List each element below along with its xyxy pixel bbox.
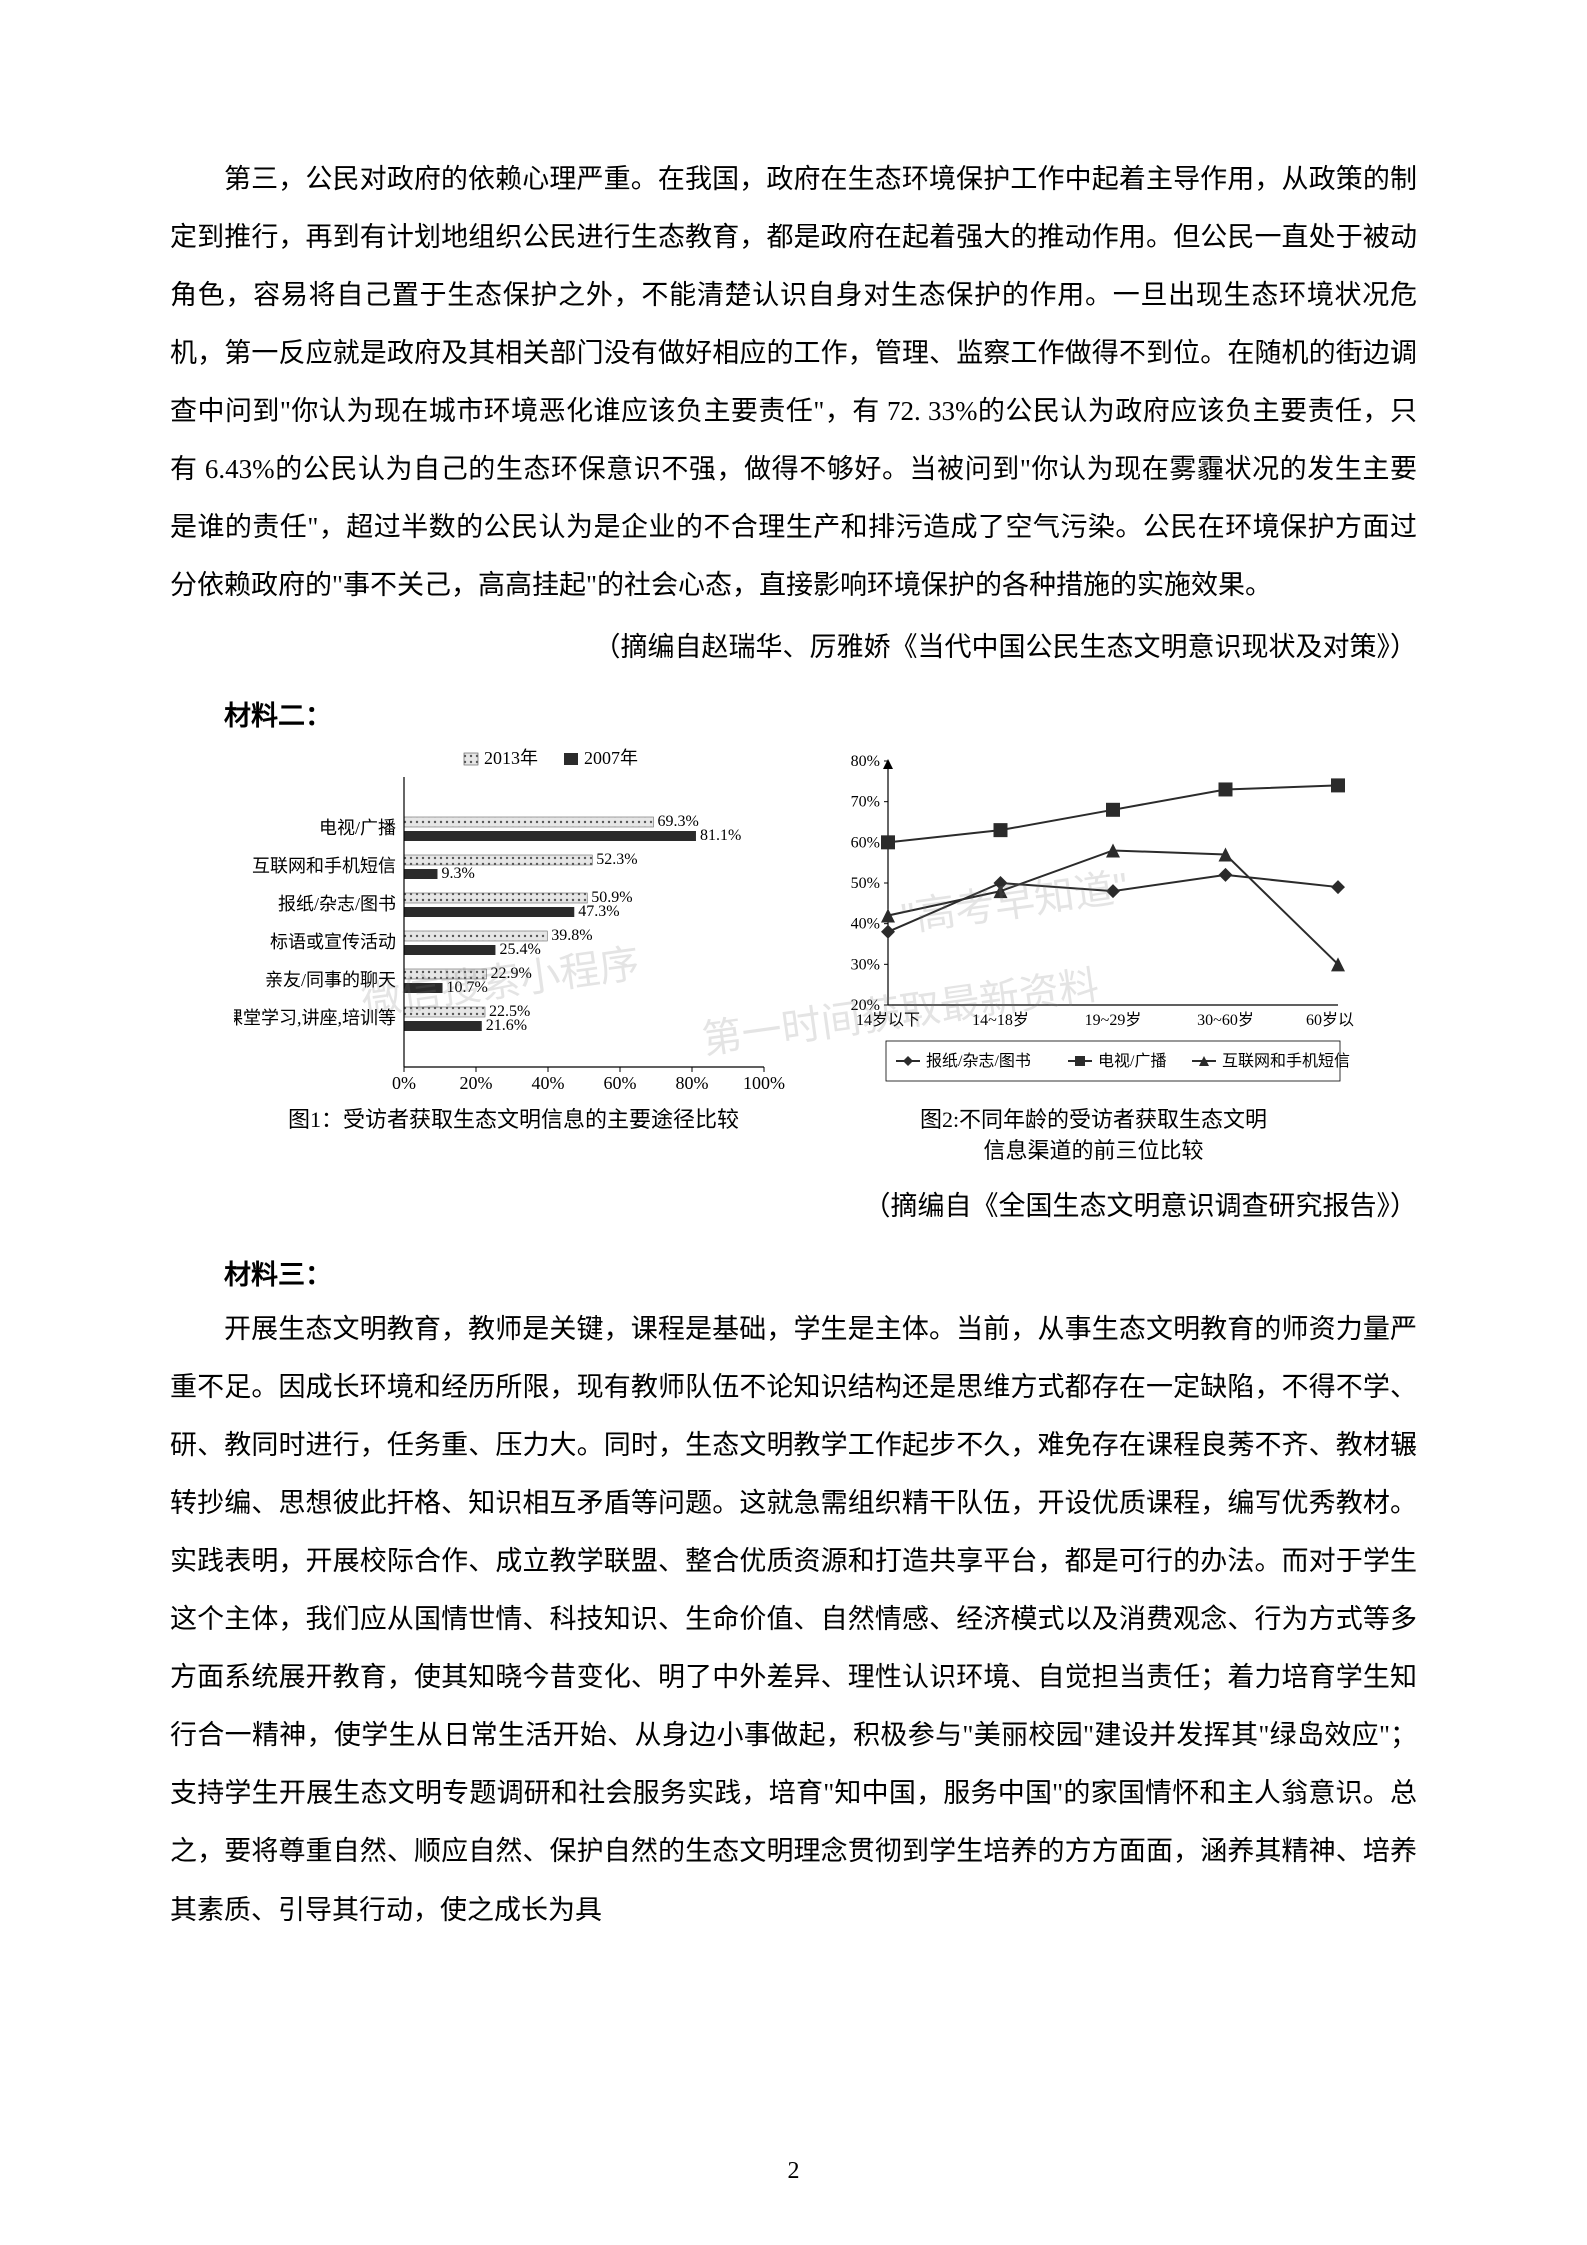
svg-text:2013年: 2013年 xyxy=(484,748,538,768)
page-number: 2 xyxy=(0,2158,1587,2185)
svg-text:标语或宣传活动: 标语或宣传活动 xyxy=(270,932,396,952)
svg-text:0%: 0% xyxy=(392,1073,416,1093)
svg-text:25.4%: 25.4% xyxy=(499,941,540,958)
svg-text:100%: 100% xyxy=(743,1073,785,1093)
svg-text:60%: 60% xyxy=(850,835,879,852)
svg-text:9.3%: 9.3% xyxy=(441,865,474,882)
body-paragraph: 第三，公民对政府的依赖心理严重。在我国，政府在生态环境保护工作中起着主导作用，从… xyxy=(170,150,1417,614)
svg-text:81.1%: 81.1% xyxy=(699,827,740,844)
figure-2: 20%30%40%50%60%70%80%14岁以下14~18岁19~29岁30… xyxy=(834,747,1354,1167)
figure-1: 2013年 2007年 69.3%81.1% 电视/广播 52.3% 9.3% 互联网和手机… xyxy=(234,747,794,1167)
svg-text:30~60岁: 30~60岁 xyxy=(1197,1011,1254,1029)
svg-text:20%: 20% xyxy=(459,1073,492,1093)
svg-text:互联网和手机短信: 互联网和手机短信 xyxy=(1222,1052,1350,1070)
svg-text:2007年: 2007年 xyxy=(584,748,638,768)
svg-text:80%: 80% xyxy=(675,1073,708,1093)
svg-text:50%: 50% xyxy=(850,875,879,892)
svg-text:10.7%: 10.7% xyxy=(446,979,487,996)
svg-text:电视/广播: 电视/广播 xyxy=(318,818,395,838)
body-paragraph: 开展生态文明教育，教师是关键，课程是基础，学生是主体。当前，从事生态文明教育的师… xyxy=(170,1300,1417,1939)
svg-text:70%: 70% xyxy=(850,794,879,811)
section-header-material-3: 材料三： xyxy=(224,1253,1417,1292)
section-header-material-2: 材料二： xyxy=(224,694,1417,733)
svg-text:21.6%: 21.6% xyxy=(485,1017,526,1034)
line-chart-svg: 20%30%40%50%60%70%80%14岁以下14~18岁19~29岁30… xyxy=(834,747,1354,1097)
svg-text:39.8%: 39.8% xyxy=(551,927,592,944)
svg-text:22.9%: 22.9% xyxy=(490,965,531,982)
svg-text:60%: 60% xyxy=(603,1073,636,1093)
bar-chart-svg: 2013年 2007年 69.3%81.1% 电视/广播 52.3% 9.3% 互联网和手机… xyxy=(234,747,794,1097)
svg-text:40%: 40% xyxy=(850,916,879,933)
svg-text:课堂学习,讲座,培训等: 课堂学习,讲座,培训等 xyxy=(234,1008,396,1028)
source-attribution: （摘编自赵瑞华、厉雅娇《当代中国公民生态文明意识现状及对策》） xyxy=(170,618,1417,676)
svg-text:40%: 40% xyxy=(531,1073,564,1093)
svg-text:亲友/同事的聊天: 亲友/同事的聊天 xyxy=(264,970,395,990)
svg-text:47.3%: 47.3% xyxy=(578,903,619,920)
figure-block: 2013年 2007年 69.3%81.1% 电视/广播 52.3% 9.3% 互联网和手机… xyxy=(170,747,1417,1167)
svg-text:报纸/杂志/图书: 报纸/杂志/图书 xyxy=(926,1052,1031,1070)
svg-text:14岁以下: 14岁以下 xyxy=(855,1011,919,1029)
figure-2-caption: 图2:不同年龄的受访者获取生态文明 信息渠道的前三位比较 xyxy=(920,1105,1267,1167)
svg-text:52.3%: 52.3% xyxy=(596,851,637,868)
svg-text:14~18岁: 14~18岁 xyxy=(972,1011,1029,1029)
svg-text:电视/广播: 电视/广播 xyxy=(1098,1052,1166,1070)
svg-text:互联网和手机短信: 互联网和手机短信 xyxy=(252,856,396,876)
source-attribution: （摘编自《全国生态文明意识调查研究报告》） xyxy=(170,1177,1417,1235)
svg-text:19~29岁: 19~29岁 xyxy=(1084,1011,1141,1029)
svg-text:报纸/杂志/图书: 报纸/杂志/图书 xyxy=(277,894,395,914)
page-root: 第三，公民对政府的依赖心理严重。在我国，政府在生态环境保护工作中起着主导作用，从… xyxy=(0,0,1587,2245)
svg-text:60岁以上: 60岁以上 xyxy=(1305,1011,1353,1029)
svg-text:30%: 30% xyxy=(850,957,879,974)
svg-text:80%: 80% xyxy=(850,753,879,770)
svg-text:69.3%: 69.3% xyxy=(657,813,698,830)
figure-1-caption: 图1：受访者获取生态文明信息的主要途径比较 xyxy=(288,1105,739,1136)
